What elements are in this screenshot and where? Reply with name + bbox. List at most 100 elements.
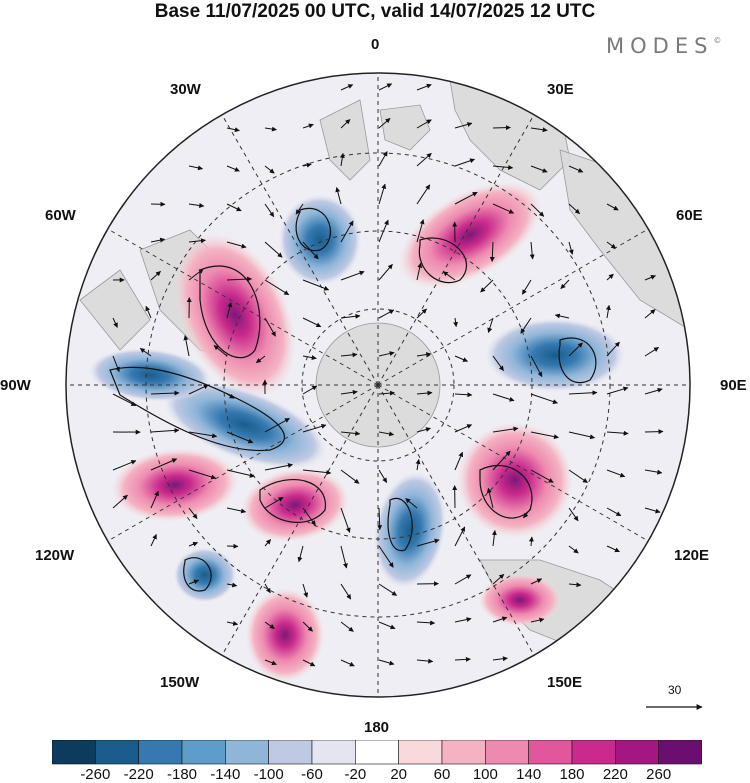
wind-vector-159: [340, 545, 348, 569]
wind-vector-54: [302, 279, 330, 291]
meridian-line-300: [107, 228, 379, 386]
wind-vector-103: [454, 392, 473, 398]
wind-vector-33: [530, 203, 545, 217]
colorbar-tick-label: -20: [344, 766, 367, 783]
wind-vector-189: [340, 659, 355, 667]
wind-vector-78: [644, 309, 656, 319]
wind-vector-18: [416, 152, 432, 167]
wind-vector-191: [416, 658, 434, 664]
wind-vector-178: [226, 620, 239, 626]
wind-vector-41: [340, 220, 354, 243]
wind-vector-163: [491, 529, 497, 547]
wind-vector-118: [454, 424, 473, 433]
meridian-line-210: [221, 384, 379, 656]
wind-vector-63: [644, 275, 656, 281]
colorbar-swatch-0: [52, 740, 96, 765]
wind-vector-101: [378, 390, 395, 396]
wind-vectors: [112, 83, 664, 667]
wind-vector-59: [480, 279, 494, 293]
wind-vector-146: [377, 507, 383, 531]
colorbar-tick-label: 20: [390, 766, 407, 783]
wind-vector-82: [213, 345, 228, 357]
reference-vector-value: 30: [668, 683, 682, 697]
meridian-line-330: [221, 114, 379, 386]
positive-anomaly-central-pacific: [240, 468, 350, 542]
wind-vector-1: [378, 83, 393, 91]
wind-vector-72: [416, 308, 427, 319]
wind-vector-21: [530, 165, 548, 173]
wind-vector-99: [302, 385, 318, 395]
meridian-line-120: [377, 384, 649, 542]
wind-vector-190: [378, 659, 395, 666]
meridian-label-150w: 150W: [160, 674, 200, 691]
wind-vector-114: [302, 423, 327, 433]
brand-text: MODES: [606, 34, 714, 58]
reference-arrow-icon: [646, 704, 703, 710]
wind-vector-120: [530, 431, 559, 440]
colorbar-swatch-6: [311, 740, 356, 765]
contour-lines: [109, 207, 597, 592]
wind-vector-125: [150, 458, 178, 471]
wind-vector-0: [340, 84, 354, 91]
colorbar-swatch-1: [95, 740, 139, 765]
wind-vector-28: [335, 186, 342, 205]
wind-vector-45: [489, 241, 495, 263]
wind-vector-77: [605, 304, 611, 319]
wind-vector-96: [188, 384, 209, 395]
colorbar-tick-label: -260: [80, 766, 111, 783]
negative-anomaly-ne-pacific: [163, 381, 327, 469]
wind-vector-53: [264, 279, 290, 296]
colorbar-swatch-10: [485, 740, 529, 765]
wind-vector-154: [150, 533, 157, 547]
wind-vector-102: [416, 390, 433, 396]
map-title: Base 11/07/2025 00 UTC, valid 14/07/2025…: [154, 1, 596, 22]
wind-vector-176: [530, 578, 543, 585]
wind-vector-186: [530, 617, 545, 623]
wind-vector-34: [568, 203, 581, 215]
wind-vector-100: [340, 389, 358, 395]
wind-vector-124: [112, 460, 137, 471]
wind-vector-174: [454, 574, 472, 585]
wind-vector-161: [416, 538, 440, 547]
wind-vector-61: [560, 279, 570, 290]
wind-vector-168: [226, 582, 238, 588]
wind-vector-180: [302, 621, 313, 632]
wind-vector-113: [264, 417, 290, 433]
wind-vector-75: [520, 317, 532, 334]
wind-vector-97: [226, 393, 235, 399]
wind-vector-7: [378, 117, 391, 129]
wind-vector-165: [568, 545, 579, 554]
wind-vector-12: [188, 165, 204, 171]
positive-anomaly-europe: [398, 181, 542, 289]
wind-vector-91: [568, 342, 583, 357]
wind-vector-151: [568, 507, 579, 522]
wind-vector-64: [112, 317, 118, 328]
wind-vector-183: [416, 620, 436, 626]
wind-vector-60: [521, 279, 532, 295]
wind-vector-155: [188, 541, 199, 547]
wind-vector-69: [302, 317, 322, 328]
wind-vector-107: [606, 386, 629, 395]
colorbar-tick-label: -60: [301, 766, 323, 783]
meridian-label-150e: 150E: [547, 674, 583, 691]
brand-logo: MODES©: [606, 34, 721, 58]
anomaly-fields: [88, 181, 626, 683]
wind-vector-55: [340, 270, 365, 281]
colorbar-tick-label: -100: [253, 766, 284, 783]
wind-vector-86: [378, 351, 395, 357]
negative-anomaly-bering: [373, 471, 447, 589]
colorbar-tick-label: 60: [433, 766, 451, 783]
brand-mark: ©: [713, 36, 722, 45]
wind-vector-26: [264, 203, 275, 218]
wind-vector-112: [226, 431, 254, 444]
wind-vector-175: [492, 573, 505, 585]
wind-vector-57: [416, 262, 423, 281]
positive-anomaly-north-pacific: [111, 448, 239, 522]
wind-vector-137: [606, 469, 626, 478]
wind-vector-17: [378, 151, 388, 167]
meridian-label-30e: 30E: [547, 81, 574, 98]
positive-anomaly-nw-canada: [174, 232, 296, 398]
wind-vector-117: [416, 427, 431, 433]
wind-vector-130: [340, 469, 360, 484]
colorbar-swatch-4: [225, 740, 269, 765]
